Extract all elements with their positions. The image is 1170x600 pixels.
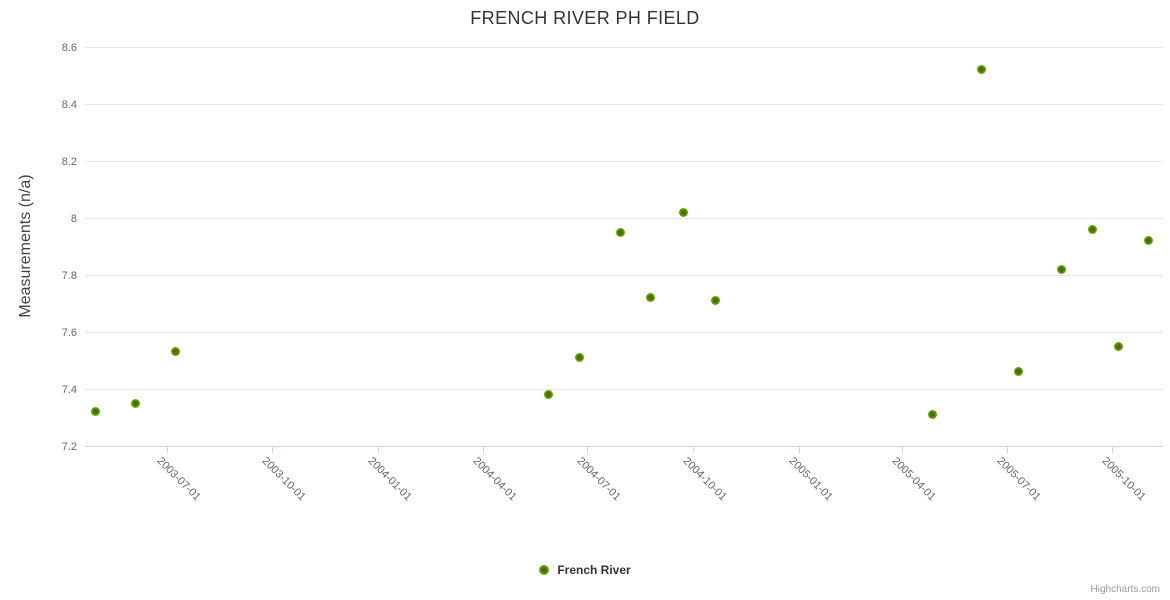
y-gridline <box>85 332 1163 333</box>
y-axis-title: Measurements (n/a) <box>17 174 34 318</box>
x-axis-tick-label: 2005-10-01 <box>1099 455 1148 504</box>
x-axis-tick <box>693 447 694 453</box>
data-point[interactable] <box>1013 367 1023 377</box>
y-gridline <box>85 275 1163 276</box>
y-axis-tick-label: 7.6 <box>61 326 77 339</box>
x-axis-tick-label: 2005-07-01 <box>994 455 1043 504</box>
y-axis-tick-label: 7.8 <box>61 269 77 282</box>
x-axis-tick <box>272 447 273 453</box>
highcharts-credit-link[interactable]: Highcharts.com <box>1090 584 1160 595</box>
x-axis-tick <box>587 447 588 453</box>
data-point[interactable] <box>171 347 181 357</box>
data-point[interactable] <box>679 207 689 217</box>
data-point[interactable] <box>616 227 626 237</box>
data-point[interactable] <box>927 410 937 420</box>
legend-item-french-river[interactable]: French River <box>557 563 631 577</box>
x-axis-tick <box>1112 447 1113 453</box>
data-point[interactable] <box>543 390 553 400</box>
y-gridline <box>85 389 1163 390</box>
y-axis-tick-label: 7.2 <box>61 440 77 453</box>
data-point[interactable] <box>1113 341 1123 351</box>
y-gridline <box>85 47 1163 48</box>
y-axis-tick-label: 8.6 <box>61 41 77 54</box>
y-gridline <box>85 161 1163 162</box>
x-axis-tick <box>483 447 484 453</box>
y-axis-tick-label: 7.4 <box>61 383 77 396</box>
data-point[interactable] <box>1057 264 1067 274</box>
data-point[interactable] <box>131 398 141 408</box>
x-axis-tick <box>167 447 168 453</box>
x-axis-tick <box>902 447 903 453</box>
x-axis-tick <box>1007 447 1008 453</box>
x-axis-tick-label: 2004-10-01 <box>680 455 729 504</box>
x-axis-tick-label: 2004-07-01 <box>574 455 623 504</box>
y-axis-tick-label: 8 <box>70 212 77 225</box>
x-axis-tick-label: 2005-01-01 <box>786 455 835 504</box>
y-gridline <box>85 218 1163 219</box>
y-axis-tick-label: 8.4 <box>61 98 77 111</box>
x-axis-tick <box>378 447 379 453</box>
data-point[interactable] <box>574 353 584 363</box>
data-point[interactable] <box>1143 236 1153 246</box>
data-point[interactable] <box>645 293 655 303</box>
x-axis-tick-label: 2003-07-01 <box>154 455 203 504</box>
y-gridline <box>85 104 1163 105</box>
data-point[interactable] <box>1088 224 1098 234</box>
data-point[interactable] <box>976 65 986 75</box>
y-axis-tick-label: 8.2 <box>61 155 77 168</box>
x-axis-tick <box>799 447 800 453</box>
x-axis-line <box>85 446 1163 447</box>
data-point[interactable] <box>711 296 721 306</box>
data-point[interactable] <box>90 407 100 417</box>
x-axis-tick-label: 2003-10-01 <box>259 455 308 504</box>
x-axis-tick-label: 2004-01-01 <box>365 455 414 504</box>
series-marker-icon <box>539 565 550 575</box>
x-axis-tick-label: 2004-04-01 <box>470 455 519 504</box>
legend: French River <box>0 563 1170 577</box>
x-axis-tick-label: 2005-04-01 <box>889 455 938 504</box>
chart-title: FRENCH RIVER PH FIELD <box>470 8 700 28</box>
